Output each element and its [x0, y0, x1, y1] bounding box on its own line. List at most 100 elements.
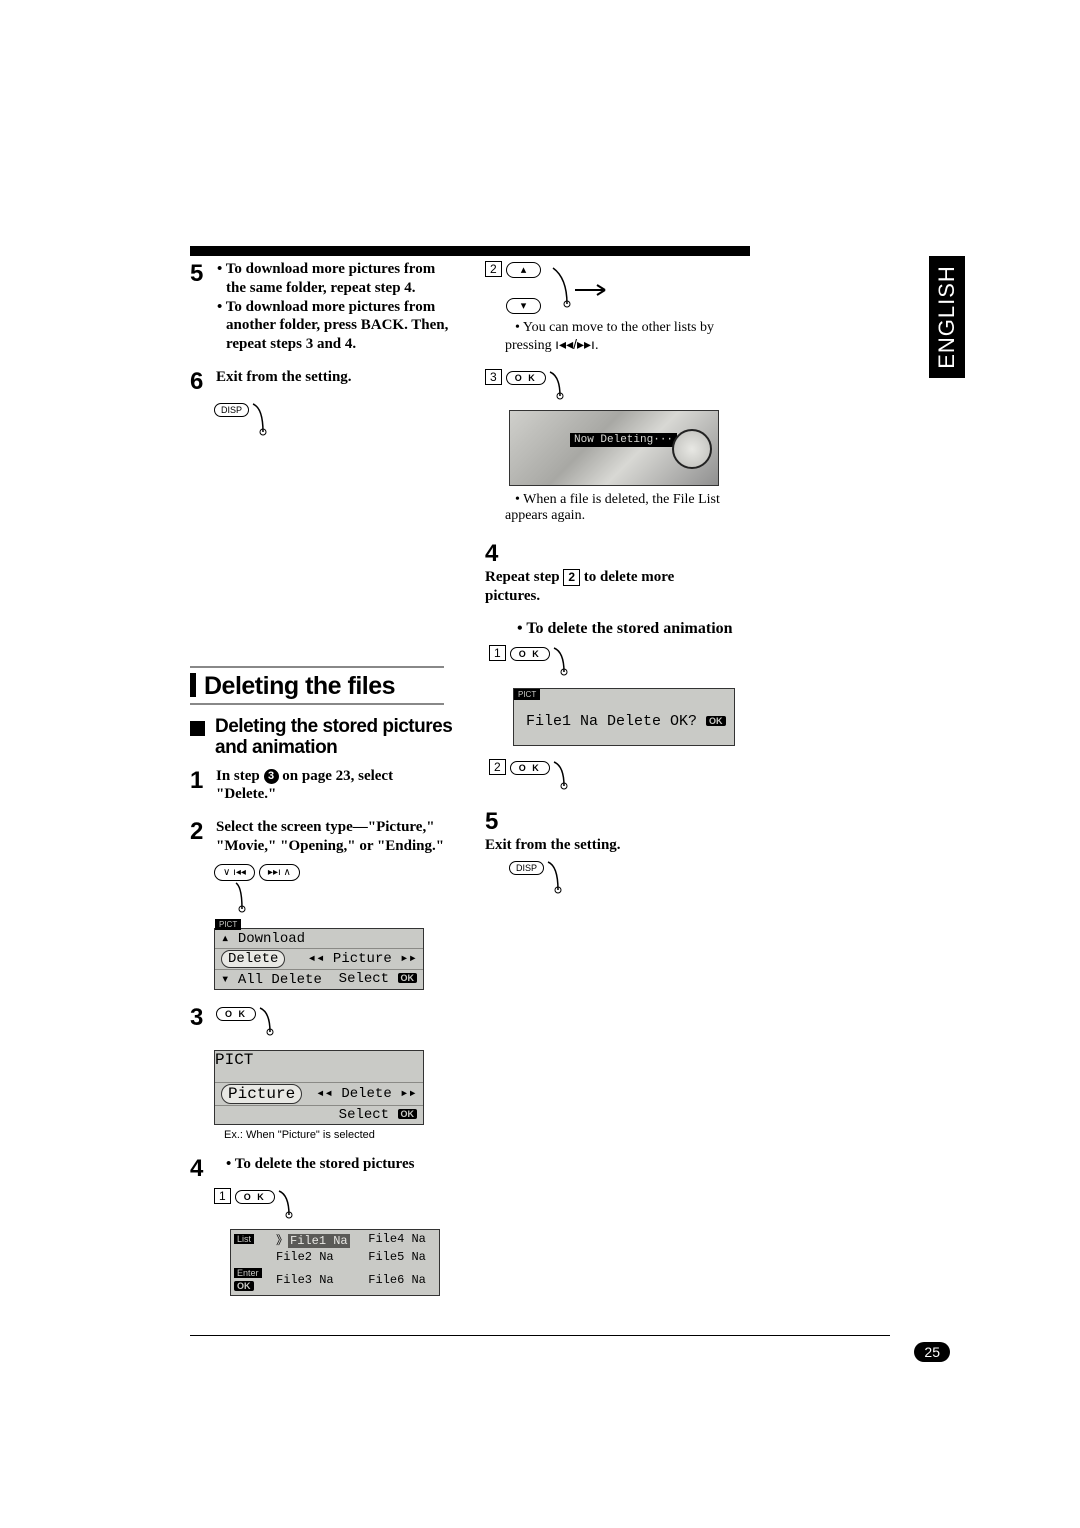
boxed-substep-number: 3	[485, 369, 502, 385]
list-label: List	[234, 1234, 254, 1244]
step-5-text: To download more pictures from the same …	[216, 260, 456, 354]
note-move-lists: You can move to the other lists by press…	[505, 320, 750, 354]
press-swing-icon	[550, 760, 578, 792]
anim-subhead: To delete the stored animation	[507, 620, 750, 638]
step-number: 3	[190, 1004, 212, 1032]
disp-button-figure: DISP	[509, 858, 750, 896]
lcd-text: ◂◂ Delete ▸▸	[316, 1085, 417, 1102]
file-cell: File5 Na	[365, 1249, 439, 1265]
file-cell: File6 Na	[365, 1265, 439, 1295]
disp-button-figure: DISP	[214, 400, 460, 438]
anim-substep-1: 1 O K PICT File1 Na Delete OK? OK	[489, 644, 750, 746]
ok-button[interactable]: O K	[510, 761, 550, 775]
now-deleting-label: Now Deleting···	[570, 433, 677, 447]
substep-3: 3 O K Now Deleting··· When a file is del…	[485, 368, 750, 524]
ok-button[interactable]: O K	[506, 371, 546, 385]
step-number: 4	[190, 1155, 212, 1183]
step-4-text: To delete the stored pictures	[216, 1155, 456, 1174]
press-swing-icon	[544, 860, 572, 896]
lcd-file-list: List 》File1 Na File4 Na File2 Na File5 N…	[230, 1229, 440, 1296]
lcd-text: ▾ All Delete	[221, 971, 322, 988]
note-deleted: When a file is deleted, the File List ap…	[505, 492, 750, 524]
text: Repeat step	[485, 569, 563, 585]
boxed-substep-number: 1	[489, 645, 506, 661]
lcd-text: ▴ Download	[221, 930, 305, 947]
bullet: To download more pictures from another f…	[216, 298, 456, 354]
lcd-row: Select OK	[215, 1106, 423, 1124]
press-swing-icon	[256, 1006, 284, 1038]
step-2-text: Select the screen type—"Picture," "Movie…	[216, 818, 456, 856]
step-4-text: Repeat step 2 to delete more pictures.	[485, 568, 725, 606]
nav-buttons-figure: ∨ ı◂◂ ▸▸ı ∧	[214, 862, 460, 920]
section-title: Deleting the files	[204, 672, 395, 701]
subheading-row: Deleting the stored pictures and animati…	[190, 717, 460, 759]
language-label: ENGLISH	[934, 265, 960, 369]
pict-tab: PICT	[215, 1051, 423, 1069]
press-swing-icon	[546, 370, 574, 402]
substep-2: 2 ▴ ▾	[485, 260, 750, 316]
bullet: When a file is deleted, the File List ap…	[505, 492, 720, 523]
down-button[interactable]: ▾	[506, 298, 542, 314]
boxed-ref-number: 2	[563, 569, 580, 586]
lcd-row: Picture ◂◂ Delete ▸▸	[215, 1083, 423, 1106]
step-number: 5	[485, 808, 507, 836]
bullet: To delete the stored pictures	[216, 1156, 414, 1172]
substep-1: 1 O K	[214, 1187, 460, 1221]
bottom-rule	[190, 1335, 890, 1336]
lcd-selected: Picture	[221, 1084, 302, 1104]
list-row: Enter OK File3 Na File6 Na	[231, 1265, 439, 1295]
lcd-row: Delete ◂◂ Picture ▸▸	[215, 949, 423, 970]
left-column: 5 To download more pictures from the sam…	[190, 260, 460, 1310]
section-heading: Deleting the files	[190, 666, 460, 705]
disp-button[interactable]: DISP	[509, 861, 544, 875]
text: In step	[216, 768, 264, 784]
bullet: To delete the stored animation	[507, 620, 733, 637]
next-button[interactable]: ▸▸ı ∧	[259, 864, 300, 881]
press-swing-arrow-icon	[545, 260, 615, 316]
anim-substep-2: 2 O K	[489, 758, 750, 792]
step-2: 2 Select the screen type—"Picture," "Mov…	[190, 818, 460, 990]
pict-tab: PICT	[215, 919, 241, 930]
file-cell: File4 Na	[365, 1230, 439, 1249]
boxed-substep-number: 1	[214, 1188, 231, 1204]
lcd-row: ▾ All Delete Select OK	[215, 970, 423, 989]
step-number: 6	[190, 368, 212, 396]
step-6-text: Exit from the setting.	[216, 368, 456, 387]
lcd-text: Select OK	[339, 1107, 417, 1123]
ok-button[interactable]: O K	[510, 647, 550, 661]
step-6: 6 Exit from the setting. DISP	[190, 368, 460, 438]
pict-tab: PICT	[514, 689, 540, 700]
lcd-screen-pict-menu: PICT ▴ Download Delete ◂◂ Picture ▸▸ ▾ A…	[214, 928, 424, 990]
file-cell: File2 Na	[273, 1249, 365, 1265]
press-swing-icon	[275, 1189, 303, 1221]
step-number: 4	[485, 540, 507, 568]
confirm-message: File1 Na Delete OK? OK	[526, 713, 726, 730]
language-tab: ENGLISH	[929, 256, 965, 378]
ok-button[interactable]: O K	[216, 1007, 256, 1021]
bullet: To download more pictures from the same …	[216, 260, 456, 298]
clock-icon	[672, 429, 712, 469]
caption: Ex.: When "Picture" is selected	[224, 1129, 460, 1141]
press-swing-icon	[214, 881, 264, 915]
file-cell: File3 Na	[273, 1265, 365, 1295]
top-black-bar	[190, 246, 750, 256]
step-5-text: Exit from the setting.	[485, 836, 725, 855]
circled-number-icon: 3	[264, 769, 279, 784]
step-number: 2	[190, 818, 212, 846]
page-number: 25	[914, 1342, 950, 1362]
prev-button[interactable]: ∨ ı◂◂	[214, 864, 255, 881]
step-number: 5	[190, 260, 212, 288]
bullet: You can move to the other lists by press…	[505, 320, 714, 353]
step-4: 4 To delete the stored pictures 1 O K Li…	[190, 1155, 460, 1296]
square-bullet-icon	[190, 721, 205, 736]
press-swing-icon	[550, 646, 578, 678]
up-button[interactable]: ▴	[506, 262, 542, 278]
lcd-row: ▴ Download	[215, 929, 423, 949]
disp-button[interactable]: DISP	[214, 403, 249, 417]
ok-chip: OK	[234, 1281, 254, 1291]
step-5-right: 5 Exit from the setting. DISP	[485, 808, 750, 897]
step-number: 1	[190, 767, 212, 795]
step-3: 3 O K PICT Picture ◂◂ Delete ▸▸ Select O…	[190, 1004, 460, 1141]
lcd-text: Select OK	[339, 971, 417, 987]
ok-button[interactable]: O K	[235, 1190, 275, 1204]
